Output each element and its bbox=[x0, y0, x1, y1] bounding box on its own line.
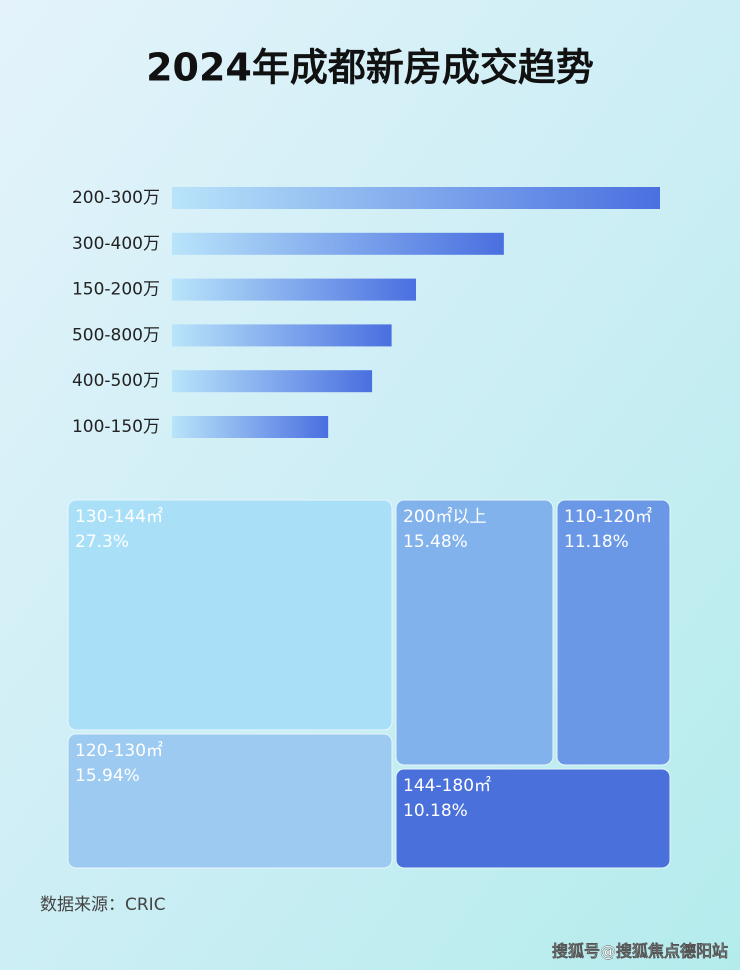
treemap-cell bbox=[67, 499, 393, 731]
bar bbox=[172, 278, 416, 301]
bar bbox=[172, 416, 329, 438]
bar bbox=[172, 187, 660, 209]
y-tick-label: 400-500万 bbox=[72, 371, 160, 391]
y-tick-label: 300-400万 bbox=[72, 234, 160, 254]
chart-title: 2024年成都新房成交趋势 bbox=[146, 46, 594, 90]
cell-value-label: 27.3% bbox=[75, 532, 129, 552]
watermark: 搜狐号@搜狐焦点德阳站 bbox=[552, 942, 728, 961]
cell-value-label: 10.18% bbox=[403, 801, 468, 821]
cell-label: 110-120㎡ bbox=[564, 507, 652, 527]
y-tick-label: 200-300万 bbox=[72, 188, 160, 208]
treemap-cell bbox=[395, 499, 554, 766]
cell-label: 200㎡以上 bbox=[403, 507, 486, 527]
treemap-cell bbox=[395, 768, 671, 869]
y-tick-label: 100-150万 bbox=[72, 417, 160, 437]
cell-label: 130-144㎡ bbox=[75, 507, 163, 527]
bar bbox=[172, 370, 373, 393]
y-tick-label: 500-800万 bbox=[72, 325, 160, 345]
bar bbox=[172, 324, 392, 347]
cell-value-label: 11.18% bbox=[564, 532, 629, 552]
cell-value-label: 15.48% bbox=[403, 532, 468, 552]
y-tick-label: 150-200万 bbox=[72, 280, 160, 300]
cell-value-label: 15.94% bbox=[75, 766, 140, 786]
cell-label: 120-130㎡ bbox=[75, 741, 163, 761]
source: 数据来源：CRIC bbox=[40, 895, 166, 915]
treemap-cell bbox=[67, 733, 393, 869]
cell-label: 144-180㎡ bbox=[403, 776, 491, 796]
treemap-cell bbox=[556, 499, 671, 766]
bar bbox=[172, 232, 504, 255]
